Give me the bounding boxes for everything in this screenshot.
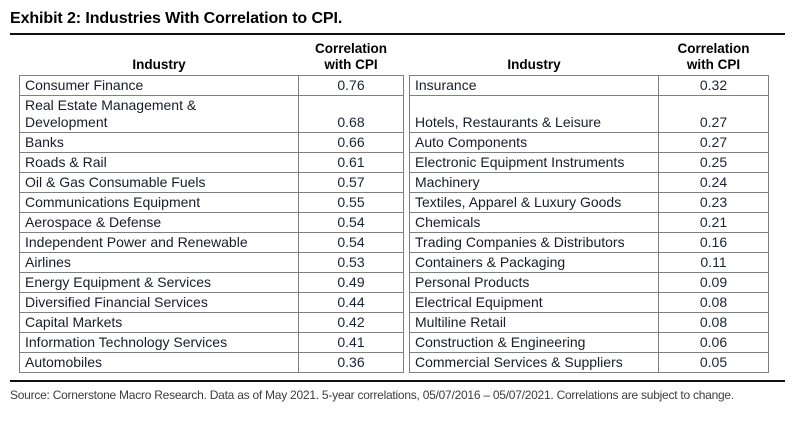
correlation-value-cell: 0.42 — [298, 312, 404, 334]
correlation-value-cell: 0.25 — [658, 152, 769, 174]
correlation-value-cell: 0.06 — [658, 332, 769, 354]
table-row: Real Estate Management & Development 0.68… — [19, 95, 769, 134]
industry-cell: Independent Power and Renewable — [19, 232, 299, 254]
table-row: Oil & Gas Consumable Fuels 0.57 Machinery 0… — [19, 172, 769, 194]
correlation-value-cell: 0.53 — [298, 252, 404, 274]
table-row: Diversified Financial Services 0.44 Electr… — [19, 292, 769, 314]
industry-cell: Oil & Gas Consumable Fuels — [19, 172, 299, 194]
correlation-column-header: Correlation with CPI — [314, 41, 387, 72]
industry-cell: Energy Equipment & Services — [19, 272, 299, 294]
industry-cell: Hotels, Restaurants & Leisure — [409, 95, 659, 134]
industry-cell: Automobiles — [19, 352, 299, 374]
industry-cell: Construction & Engineering — [409, 332, 659, 354]
industry-cell: Airlines — [19, 252, 299, 274]
correlation-value-cell: 0.05 — [658, 352, 769, 374]
industry-column-header: Industry — [132, 56, 186, 72]
correlation-column-header: Correlation with CPI — [677, 41, 750, 72]
industry-cell: Consumer Finance — [19, 75, 299, 97]
table-row: Independent Power and Renewable 0.54 Tradi… — [19, 232, 769, 254]
industry-cell: Machinery — [409, 172, 659, 194]
correlation-value-cell: 0.41 — [298, 332, 404, 354]
correlation-value-cell: 0.54 — [298, 212, 404, 234]
correlation-value-cell: 0.44 — [298, 292, 404, 314]
industry-cell: Information Technology Services — [19, 332, 299, 354]
table-row: Information Technology Services 0.41 Const… — [19, 332, 769, 354]
industry-cell: Electrical Equipment — [409, 292, 659, 314]
correlation-value-cell: 0.76 — [298, 75, 404, 97]
correlation-value-cell: 0.55 — [298, 192, 404, 214]
industry-cell: Multiline Retail — [409, 312, 659, 334]
table-row: Consumer Finance 0.76 Insurance 0.32 — [19, 75, 769, 97]
table-row: Communications Equipment 0.55 Textiles, Ap… — [19, 192, 769, 214]
source-note: Source: Cornerstone Macro Research. Data… — [10, 388, 734, 403]
correlation-value-cell: 0.54 — [298, 232, 404, 254]
correlation-value-cell: 0.27 — [658, 132, 769, 154]
correlation-value-cell: 0.66 — [298, 132, 404, 154]
correlation-value-cell: 0.16 — [658, 232, 769, 254]
table-row: Aerospace & Defense 0.54 Chemicals 0.21 — [19, 212, 769, 234]
industry-cell: Commercial Services & Suppliers — [409, 352, 659, 374]
industry-cell: Banks — [19, 132, 299, 154]
correlation-value-cell: 0.36 — [298, 352, 404, 374]
table-header-row: Industry Correlation with CPI Industry C… — [20, 35, 769, 76]
table-row: Automobiles 0.36 Commercial Services & Sup… — [19, 352, 769, 374]
industry-cell: Chemicals — [409, 212, 659, 234]
industry-cell: Aerospace & Defense — [19, 212, 299, 234]
industry-column-header: Industry — [507, 56, 561, 72]
correlation-value-cell: 0.49 — [298, 272, 404, 294]
table-row: Energy Equipment & Services 0.49 Personal … — [19, 272, 769, 294]
title-rule — [10, 33, 785, 35]
exhibit-title: Exhibit 2: Industries With Correlation t… — [10, 10, 343, 27]
table-row: Banks 0.66 Auto Components 0.27 — [19, 132, 769, 154]
industry-cell: Textiles, Apparel & Luxury Goods — [409, 192, 659, 214]
correlation-value-cell: 0.11 — [658, 252, 769, 274]
footer-rule — [10, 380, 785, 383]
industry-cell: Communications Equipment — [19, 192, 299, 214]
correlation-table: Industry Correlation with CPI Industry C… — [19, 35, 769, 374]
correlation-value-cell: 0.27 — [658, 95, 769, 134]
correlation-value-cell: 0.21 — [658, 212, 769, 234]
industry-cell: Diversified Financial Services — [19, 292, 299, 314]
table-row: Capital Markets 0.42 Multiline Retail 0.08 — [19, 312, 769, 334]
industry-cell: Electronic Equipment Instruments — [409, 152, 659, 174]
correlation-value-cell: 0.08 — [658, 292, 769, 314]
correlation-value-cell: 0.32 — [658, 75, 769, 97]
correlation-value-cell: 0.68 — [298, 95, 404, 134]
industry-cell: Personal Products — [409, 272, 659, 294]
table-row: Roads & Rail 0.61 Electronic Equipment Ins… — [19, 152, 769, 174]
industry-cell: Auto Components — [409, 132, 659, 154]
industry-cell: Trading Companies & Distributors — [409, 232, 659, 254]
industry-cell: Insurance — [409, 75, 659, 97]
correlation-value-cell: 0.24 — [658, 172, 769, 194]
table-row: Airlines 0.53 Containers & Packaging 0.11 — [19, 252, 769, 274]
correlation-value-cell: 0.23 — [658, 192, 769, 214]
industry-cell: Real Estate Management & Development — [19, 95, 299, 134]
correlation-value-cell: 0.57 — [298, 172, 404, 194]
correlation-value-cell: 0.09 — [658, 272, 769, 294]
industry-cell: Capital Markets — [19, 312, 299, 334]
correlation-value-cell: 0.08 — [658, 312, 769, 334]
correlation-value-cell: 0.61 — [298, 152, 404, 174]
industry-cell: Roads & Rail — [19, 152, 299, 174]
industry-cell: Containers & Packaging — [409, 252, 659, 274]
